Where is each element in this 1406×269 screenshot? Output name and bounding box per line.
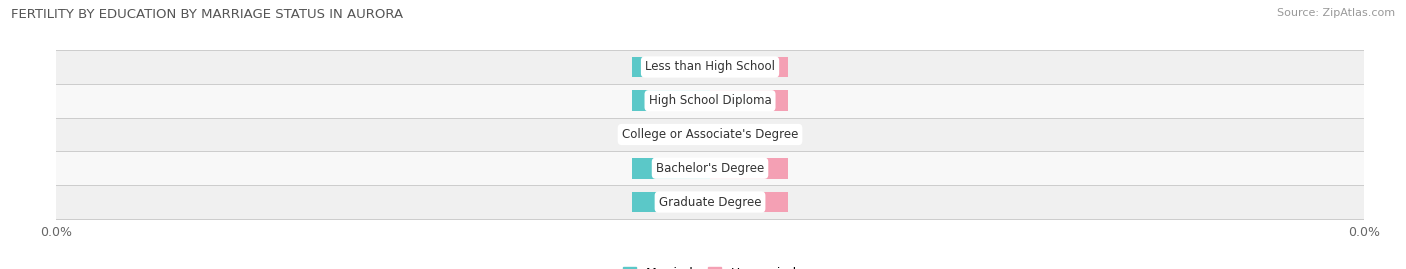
Text: FERTILITY BY EDUCATION BY MARRIAGE STATUS IN AURORA: FERTILITY BY EDUCATION BY MARRIAGE STATU… [11, 8, 404, 21]
Bar [710, 124, 789, 145]
Text: High School Diploma: High School Diploma [648, 94, 772, 107]
Text: 0.0%: 0.0% [657, 163, 685, 173]
Text: 0.0%: 0.0% [657, 129, 685, 140]
Text: 0.0%: 0.0% [657, 197, 685, 207]
Text: 0.0%: 0.0% [735, 197, 763, 207]
Bar [631, 124, 710, 145]
Text: Graduate Degree: Graduate Degree [659, 196, 761, 208]
Bar [56, 185, 1364, 219]
Bar [56, 118, 1364, 151]
Text: 0.0%: 0.0% [735, 96, 763, 106]
Text: College or Associate's Degree: College or Associate's Degree [621, 128, 799, 141]
Text: 0.0%: 0.0% [657, 62, 685, 72]
Text: Source: ZipAtlas.com: Source: ZipAtlas.com [1277, 8, 1395, 18]
Text: 0.0%: 0.0% [657, 96, 685, 106]
Bar [631, 158, 710, 179]
Bar [56, 84, 1364, 118]
Bar [56, 50, 1364, 84]
Text: Bachelor's Degree: Bachelor's Degree [657, 162, 763, 175]
Text: 0.0%: 0.0% [735, 62, 763, 72]
Bar [710, 56, 789, 77]
Bar [56, 151, 1364, 185]
Text: Less than High School: Less than High School [645, 61, 775, 73]
Text: 0.0%: 0.0% [735, 163, 763, 173]
Bar [710, 90, 789, 111]
Bar [631, 192, 710, 213]
Bar [631, 56, 710, 77]
Bar [631, 90, 710, 111]
Legend: Married, Unmarried: Married, Unmarried [623, 267, 797, 269]
Text: 0.0%: 0.0% [735, 129, 763, 140]
Bar [710, 158, 789, 179]
Bar [710, 192, 789, 213]
